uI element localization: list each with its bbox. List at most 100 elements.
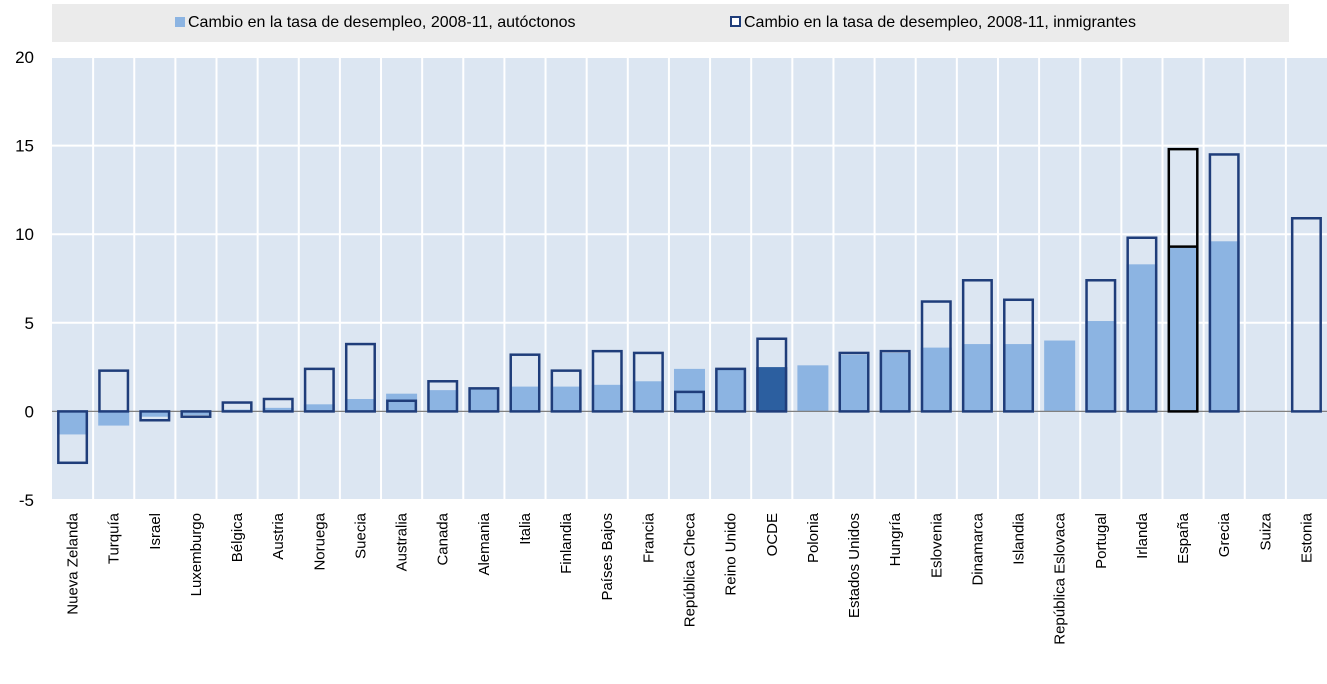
x-tick-label: Portugal <box>1093 513 1110 569</box>
legend-swatch-outline <box>730 16 741 27</box>
bar-autoctonos <box>1167 246 1199 412</box>
x-tick-label: Suiza <box>1257 512 1274 550</box>
bar-autoctonos <box>180 411 212 415</box>
bar-inmigrantes <box>591 349 623 413</box>
bar-inmigrantes <box>756 337 788 413</box>
bar-inmigrantes <box>1126 236 1158 413</box>
x-tick-label: Turquía <box>106 512 123 564</box>
x-tick-label: OCDE <box>764 513 781 556</box>
bar-autoctonos <box>1208 241 1240 412</box>
y-tick-label: 20 <box>15 48 34 67</box>
bar-autoctonos <box>386 393 418 412</box>
bar-inmigrantes <box>427 380 459 413</box>
bar-inmigrantes <box>550 369 582 413</box>
x-tick-label: Países Bajos <box>599 513 616 601</box>
bar-inmigrantes <box>715 367 747 413</box>
bar-inmigrantes <box>879 349 911 413</box>
bar-inmigrantes <box>262 397 294 413</box>
y-tick-label: 0 <box>25 402 34 421</box>
bar-autoctonos <box>674 368 705 412</box>
x-tick-label: Dinamarca <box>969 512 986 585</box>
bar-autoctonos <box>632 381 664 412</box>
x-tick-label: Irlanda <box>1134 512 1151 559</box>
x-tick-label: España <box>1175 512 1192 564</box>
x-tick-label: Islandia <box>1011 512 1028 564</box>
bar-autoctonos <box>879 352 911 412</box>
x-tick-label: Canada <box>435 512 452 565</box>
x-tick-label: Suecia <box>352 512 369 559</box>
x-tick-label: República Checa <box>682 512 699 627</box>
x-tick-label: Alemania <box>476 512 493 575</box>
bar-inmigrantes <box>344 342 376 413</box>
legend-label-inmigrantes: Cambio en la tasa de desempleo, 2008-11,… <box>744 14 1136 31</box>
x-tick-label: Nueva Zelanda <box>65 512 82 614</box>
bar-autoctonos <box>427 390 459 412</box>
bar-inmigrantes <box>221 401 253 413</box>
x-tick-label: Reino Unido <box>723 513 740 596</box>
bar-autoctonos <box>1126 264 1158 412</box>
bar-inmigrantes <box>674 390 705 413</box>
legend-item-inmigrantes: Cambio en la tasa de desempleo, 2008-11,… <box>730 14 1136 32</box>
bar-autoctonos <box>1044 340 1076 412</box>
bar-inmigrantes <box>139 410 171 422</box>
bar-inmigrantes <box>920 300 952 413</box>
x-tick-label: Noruega <box>311 512 328 570</box>
bar-autoctonos <box>838 354 870 412</box>
legend: Cambio en la tasa de desempleo, 2008-11,… <box>52 4 1289 42</box>
bar-autoctonos <box>920 347 952 412</box>
bar-inmigrantes <box>98 369 130 413</box>
bar-autoctonos <box>468 388 500 412</box>
bar-inmigrantes <box>468 387 500 413</box>
x-tick-label: Italia <box>517 512 534 544</box>
bar-autoctonos <box>550 386 582 412</box>
legend-swatch-filled <box>175 17 185 27</box>
plot-area <box>52 57 1327 500</box>
x-tick-label: Finlandia <box>558 512 575 574</box>
bar-autoctonos <box>1085 321 1117 412</box>
bar-inmigrantes <box>1208 153 1240 413</box>
bar-inmigrantes <box>1003 298 1035 413</box>
y-tick-label: 5 <box>25 314 34 333</box>
bar-autoctonos <box>756 367 788 412</box>
bar-autoctonos <box>57 411 89 435</box>
x-tick-label: Estados Unidos <box>846 513 863 618</box>
bar-autoctonos <box>961 344 993 412</box>
bar-inmigrantes <box>509 353 541 413</box>
x-tick-label: Hungría <box>887 512 904 566</box>
bar-autoctonos <box>715 368 747 412</box>
x-tick-label: Austria <box>270 512 287 559</box>
x-tick-label: Grecia <box>1216 512 1233 557</box>
bar-inmigrantes <box>1290 217 1322 413</box>
bar-autoctonos <box>797 365 829 412</box>
bar-autoctonos <box>1003 344 1035 412</box>
bar-inmigrantes <box>180 410 212 418</box>
x-tick-label: República Eslovaca <box>1052 512 1069 644</box>
bar-autoctonos <box>262 407 294 412</box>
bar-inmigrantes <box>57 410 89 465</box>
x-tick-label: Bélgica <box>229 512 246 562</box>
bar-inmigrantes <box>1085 279 1117 413</box>
bar-autoctonos <box>98 411 130 426</box>
bar-inmigrantes <box>1167 147 1199 413</box>
bar-inmigrantes <box>386 399 418 413</box>
y-tick-label: 15 <box>15 137 34 156</box>
y-tick-label: 10 <box>15 225 34 244</box>
bar-autoctonos <box>139 411 171 417</box>
bar-inmigrantes <box>632 351 664 413</box>
x-tick-label: Eslovenia <box>928 512 945 578</box>
bar-inmigrantes <box>303 367 335 413</box>
x-tick-label: Polonia <box>805 512 822 563</box>
x-tick-label: Francia <box>640 512 657 563</box>
bar-inmigrantes <box>961 279 993 413</box>
legend-label-autoctonos: Cambio en la tasa de desempleo, 2008-11,… <box>188 14 576 31</box>
y-tick-label: -5 <box>19 491 34 510</box>
x-tick-label: Australia <box>394 512 411 571</box>
bar-autoctonos <box>509 386 541 412</box>
legend-item-autoctonos: Cambio en la tasa de desempleo, 2008-11,… <box>175 14 576 32</box>
x-tick-label: Estonia <box>1298 512 1315 563</box>
bar-autoctonos <box>303 404 335 412</box>
x-tick-label: Israel <box>147 513 164 550</box>
bar-autoctonos <box>591 384 623 412</box>
x-tick-label: Luxemburgo <box>188 513 205 596</box>
